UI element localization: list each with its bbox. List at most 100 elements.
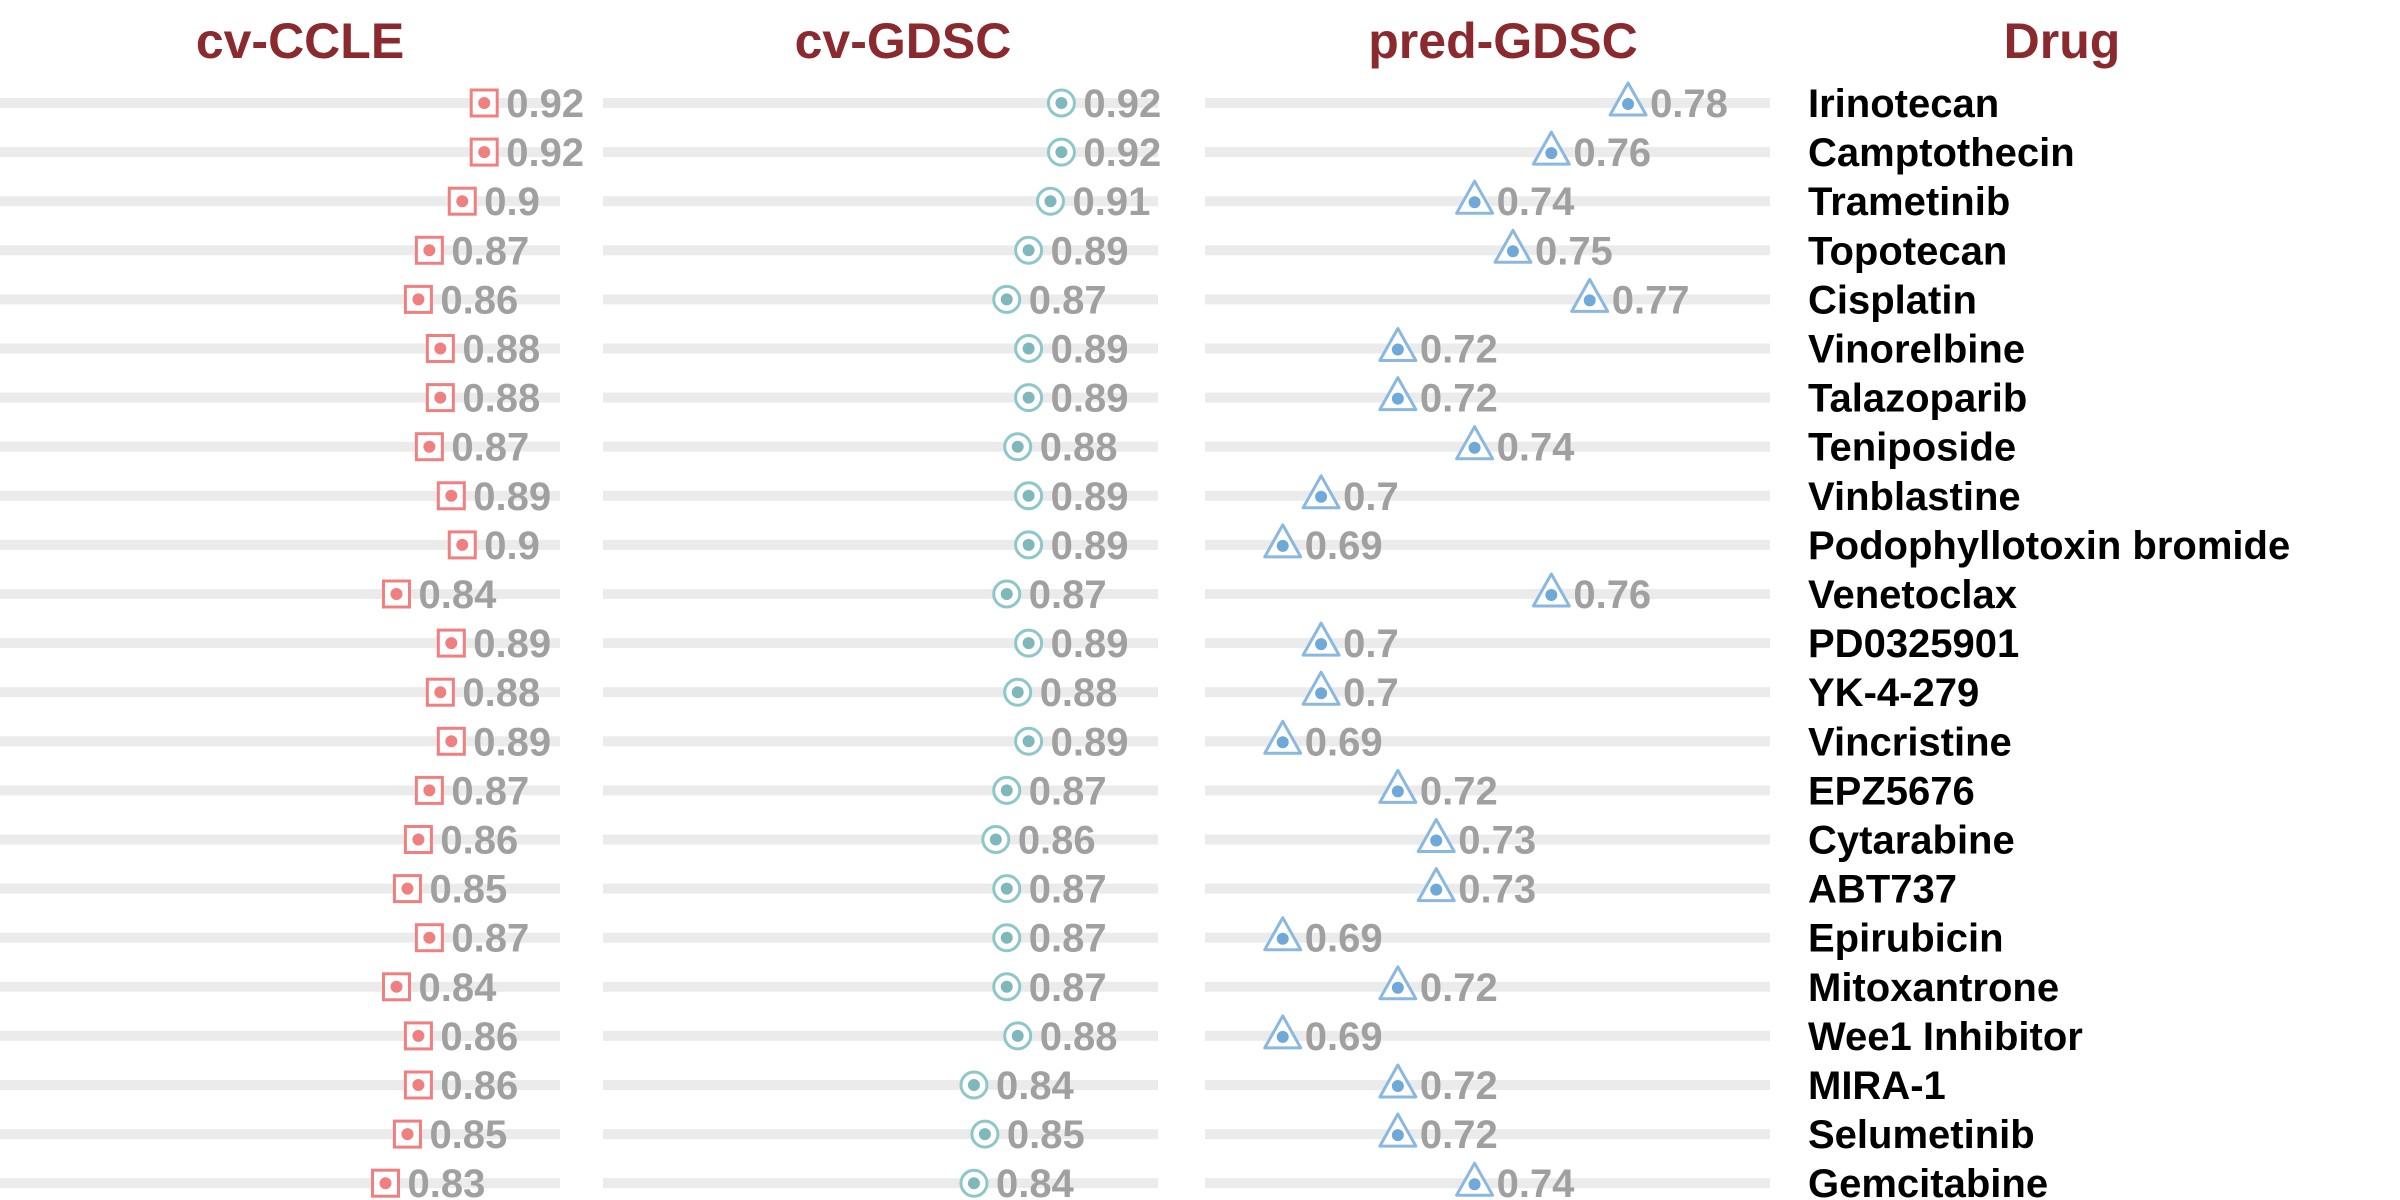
track-bar (1205, 294, 1770, 305)
point-dot (434, 391, 447, 404)
value-label: 0.87 (1029, 917, 1107, 961)
value-label: 0.88 (1040, 671, 1118, 715)
track-bar (0, 490, 560, 501)
value-label: 0.77 (1612, 278, 1690, 322)
value-label: 0.89 (1051, 229, 1129, 273)
value-label: 0.91 (1072, 180, 1150, 224)
value-label: 0.78 (1650, 82, 1728, 126)
value-label: 0.89 (1051, 328, 1129, 372)
value-label: 0.89 (1051, 377, 1129, 421)
point-dot (412, 1029, 425, 1042)
value-label: 0.83 (408, 1162, 486, 1200)
value-label: 0.86 (440, 1015, 518, 1059)
point-dot (412, 293, 425, 306)
track-bar (603, 1030, 1158, 1041)
track-bar (603, 392, 1158, 403)
value-label: 0.86 (440, 819, 518, 863)
value-label: 0.87 (451, 229, 529, 273)
track-bar (0, 539, 560, 550)
value-label: 0.72 (1420, 377, 1498, 421)
point-dot (1622, 98, 1635, 110)
value-label: 0.89 (1051, 622, 1129, 666)
drug-label: Vincristine (1808, 720, 2012, 764)
point-dot (1044, 195, 1057, 208)
point-dot (423, 440, 436, 453)
track-bar (0, 1080, 560, 1090)
track-bar (603, 1080, 1158, 1090)
point-dot (1011, 686, 1024, 699)
value-label: 0.86 (1018, 819, 1096, 863)
track-bar (603, 834, 1158, 845)
value-label: 0.69 (1305, 524, 1383, 568)
point-dot (1391, 343, 1404, 356)
track-bar (603, 98, 1158, 108)
track-bar (0, 441, 560, 452)
drug-label: YK-4-279 (1808, 671, 1979, 715)
track-bar (0, 196, 560, 207)
track-bar (0, 785, 560, 796)
panel-title-pred-gdsc: pred-GDSC (1368, 13, 1637, 69)
point-dot (1000, 784, 1013, 797)
point-dot (1315, 638, 1328, 651)
track-bar (1205, 736, 1770, 747)
point-dot (1011, 1029, 1024, 1042)
drug-column-header: Drug (2004, 13, 2121, 69)
value-label: 0.72 (1420, 966, 1498, 1010)
track-bar (0, 687, 560, 698)
point-dot (1315, 687, 1328, 700)
point-dot (456, 538, 469, 551)
value-label: 0.87 (1029, 278, 1107, 322)
point-dot (1391, 981, 1404, 994)
drug-label: Trametinib (1808, 180, 2010, 224)
value-label: 0.89 (1051, 524, 1129, 568)
point-dot (1055, 97, 1068, 109)
track-bar (603, 736, 1158, 747)
value-label: 0.74 (1497, 180, 1576, 224)
point-dot (1022, 489, 1035, 502)
point-dot (445, 489, 458, 502)
point-dot (967, 1177, 980, 1190)
drug-label: Teniposide (1808, 426, 2016, 470)
point-dot (1468, 196, 1481, 209)
point-dot (1430, 834, 1443, 847)
track-bar (1205, 1030, 1770, 1041)
value-label: 0.88 (1040, 1015, 1118, 1059)
track-bar (0, 343, 560, 354)
point-dot (1545, 147, 1558, 160)
track-bar (0, 147, 560, 158)
track-bar (0, 294, 560, 305)
drug-label: Wee1 Inhibitor (1808, 1015, 2083, 1059)
track-bar (1205, 1080, 1770, 1090)
point-dot (445, 735, 458, 748)
point-dot (1022, 735, 1035, 748)
track-bar (1205, 539, 1770, 550)
point-dot (423, 931, 436, 944)
drug-label: Gemcitabine (1808, 1162, 2048, 1200)
value-label: 0.76 (1573, 131, 1651, 175)
value-label: 0.85 (429, 1113, 507, 1157)
value-label: 0.9 (484, 180, 540, 224)
point-dot (423, 244, 436, 257)
point-dot (989, 833, 1002, 846)
value-label: 0.87 (1029, 573, 1107, 617)
drug-label: Mitoxantrone (1808, 966, 2059, 1010)
value-label: 0.92 (1083, 131, 1161, 175)
value-label: 0.89 (473, 720, 551, 764)
point-dot (1391, 1080, 1404, 1092)
drug-label: MIRA-1 (1808, 1064, 1946, 1108)
value-label: 0.84 (418, 573, 497, 617)
track-bar (603, 589, 1158, 599)
point-dot (1000, 980, 1013, 993)
track-bar (1205, 589, 1770, 599)
value-label: 0.76 (1573, 573, 1651, 617)
value-label: 0.92 (506, 82, 584, 126)
point-dot (412, 833, 425, 846)
point-dot (1468, 441, 1481, 454)
drug-label: Selumetinib (1808, 1113, 2035, 1157)
value-label: 0.72 (1420, 328, 1498, 372)
track-bar (1205, 981, 1770, 992)
value-label: 0.74 (1497, 1162, 1576, 1200)
panel-title-cv-gdsc: cv-GDSC (795, 13, 1012, 69)
point-dot (445, 637, 458, 650)
value-label: 0.7 (1343, 475, 1399, 519)
